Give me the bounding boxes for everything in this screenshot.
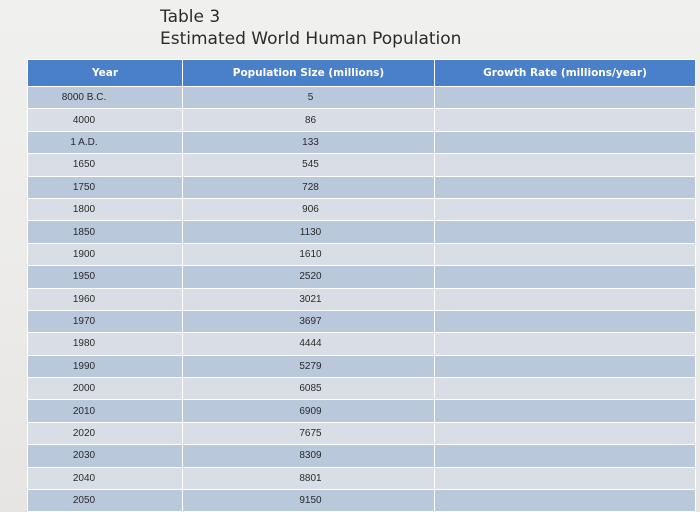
header-row: Year Population Size (millions) Growth R… [27, 59, 696, 87]
table-row: 1 A.D. 133 [27, 130, 696, 155]
year-cell: 1950 [27, 265, 183, 289]
year-cell: 2030 [27, 444, 183, 468]
table-row: 4000 86 [27, 108, 696, 132]
table-row: 2050 9150 [27, 489, 696, 512]
growth-cell [434, 197, 696, 222]
pop-cell: 5 [182, 85, 435, 110]
growth-cell [434, 220, 696, 244]
pop-cell: 8309 [182, 444, 435, 468]
pop-cell: 7675 [182, 421, 435, 446]
table-row: 2040 8801 [27, 466, 696, 491]
growth-cell [434, 130, 696, 155]
table-caption: Table 3 Estimated World Human Population [160, 6, 461, 50]
growth-cell [434, 242, 696, 267]
table-row: 1950 2520 [27, 265, 696, 289]
year-cell: 2040 [27, 466, 183, 491]
population-header: Population Size (millions) [182, 59, 435, 87]
year-cell: 2050 [27, 489, 183, 512]
pop-cell: 9150 [182, 489, 435, 512]
year-cell: 1970 [27, 309, 183, 334]
year-cell: 1650 [27, 153, 183, 177]
table-row: 2020 7675 [27, 421, 696, 446]
year-cell: 1980 [27, 332, 183, 356]
table-row: 1800 906 [27, 197, 696, 222]
pop-cell: 2520 [182, 265, 435, 289]
year-header: Year [27, 59, 183, 87]
table-row: 2010 6909 [27, 399, 696, 423]
year-cell: 1750 [27, 175, 183, 199]
year-cell: 8000 B.C. [27, 85, 183, 110]
table-row: 1990 5279 [27, 354, 696, 379]
growth-cell [434, 309, 696, 334]
growth-cell [434, 444, 696, 468]
population-table: Year Population Size (millions) Growth R… [27, 59, 696, 512]
year-cell: 1850 [27, 220, 183, 244]
pop-cell: 728 [182, 175, 435, 199]
growth-cell [434, 399, 696, 423]
growth-cell [434, 466, 696, 491]
year-cell: 2010 [27, 399, 183, 423]
pop-cell: 133 [182, 130, 435, 155]
table-row: 1970 3697 [27, 309, 696, 334]
table-row: 1650 545 [27, 153, 696, 177]
table-row: 8000 B.C. 5 [27, 85, 696, 110]
year-cell: 4000 [27, 108, 183, 132]
table-row: 2030 8309 [27, 444, 696, 468]
growth-cell [434, 354, 696, 379]
pop-cell: 1610 [182, 242, 435, 267]
growth-cell [434, 265, 696, 289]
year-cell: 1800 [27, 197, 183, 222]
pop-cell: 545 [182, 153, 435, 177]
pop-cell: 6909 [182, 399, 435, 423]
growth-cell [434, 489, 696, 512]
growth-cell [434, 377, 696, 401]
pop-cell: 86 [182, 108, 435, 132]
table-row: 1960 3021 [27, 287, 696, 311]
table-number: Table 3 [160, 7, 221, 27]
growth-cell [434, 287, 696, 311]
pop-cell: 4444 [182, 332, 435, 356]
table-row: 1750 728 [27, 175, 696, 199]
pop-cell: 3021 [182, 287, 435, 311]
pop-cell: 906 [182, 197, 435, 222]
growth-rate-header: Growth Rate (millions/year) [434, 59, 696, 87]
year-cell: 1900 [27, 242, 183, 267]
table-row: 1980 4444 [27, 332, 696, 356]
table-body: 8000 B.C. 5 4000 86 1 A.D. 133 1650 545 1750 728 1… [27, 85, 696, 512]
year-cell: 1990 [27, 354, 183, 379]
table-title: Estimated World Human Population [160, 29, 462, 49]
year-cell: 2020 [27, 421, 183, 446]
growth-cell [434, 108, 696, 132]
pop-cell: 6085 [182, 377, 435, 401]
year-cell: 1 A.D. [27, 130, 183, 155]
pop-cell: 8801 [182, 466, 435, 491]
growth-cell [434, 421, 696, 446]
growth-cell [434, 332, 696, 356]
table-row: 2000 6085 [27, 377, 696, 401]
table-row: 1900 1610 [27, 242, 696, 267]
growth-cell [434, 153, 696, 177]
year-cell: 1960 [27, 287, 183, 311]
pop-cell: 5279 [182, 354, 435, 379]
growth-cell [434, 85, 696, 110]
year-cell: 2000 [27, 377, 183, 401]
table-row: 1850 1130 [27, 220, 696, 244]
growth-cell [434, 175, 696, 199]
pop-cell: 1130 [182, 220, 435, 244]
pop-cell: 3697 [182, 309, 435, 334]
